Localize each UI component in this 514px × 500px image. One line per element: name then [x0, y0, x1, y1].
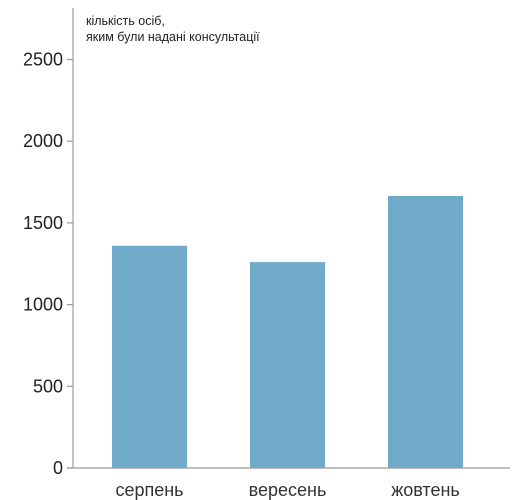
y-tick-label: 1000 [23, 295, 63, 315]
bars [112, 195, 463, 468]
bar-1 [112, 245, 187, 468]
category-label: серпень [115, 480, 183, 500]
y-axis: 0 500 1000 1500 2000 2500 [23, 8, 74, 478]
y-tick-label: 2500 [23, 50, 63, 70]
category-labels: серпень вересень жовтень [115, 480, 459, 500]
bar-3 [388, 195, 463, 468]
y-axis-label-line-2: яким були надані консультації [86, 30, 260, 44]
y-tick-label: 1500 [23, 213, 63, 233]
y-tick-label: 2000 [23, 131, 63, 151]
category-label: жовтень [391, 480, 460, 500]
y-tick-label: 0 [53, 458, 63, 478]
y-axis-label-line-1: кількість осіб, [86, 14, 165, 28]
category-label: вересень [249, 480, 327, 500]
y-tick-label: 500 [33, 376, 63, 396]
bar-2 [250, 262, 325, 468]
